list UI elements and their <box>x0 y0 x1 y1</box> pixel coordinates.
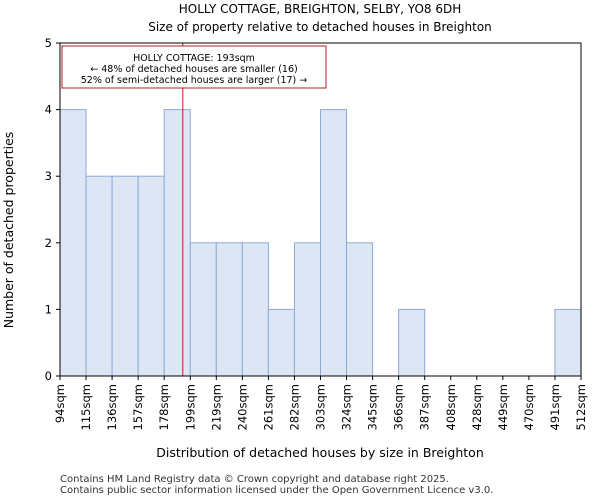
y-tick-label: 1 <box>45 302 52 316</box>
bar-282sqm <box>293 242 322 377</box>
x-axis-label: Distribution of detached houses by size … <box>156 445 484 460</box>
x-tick-label-178sqm: 178sqm <box>157 384 171 430</box>
bar-324sqm <box>346 242 374 377</box>
x-tick-label-408sqm: 408sqm <box>444 384 458 430</box>
chart-title: HOLLY COTTAGE, BREIGHTON, SELBY, YO8 6DH <box>179 2 462 16</box>
y-tick-label: 2 <box>45 236 52 250</box>
y-axis: 0 1 2 3 4 5 <box>45 36 60 383</box>
x-tick-label-512sqm: 512sqm <box>574 384 588 430</box>
x-tick-label-115sqm: 115sqm <box>79 384 93 430</box>
y-tick-label: 0 <box>45 369 52 383</box>
bar-157sqm <box>137 175 165 377</box>
x-tick-label-261sqm: 261sqm <box>261 384 275 430</box>
plot-frame <box>59 42 582 377</box>
footer: Contains HM Land Registry data © Crown c… <box>60 474 493 496</box>
x-tick-label-345sqm: 345sqm <box>366 384 380 430</box>
y-tick-label: 4 <box>45 103 52 117</box>
x-tick-label-366sqm: 366sqm <box>392 384 406 430</box>
y-tick-label: 3 <box>45 169 52 183</box>
x-tick-label-240sqm: 240sqm <box>235 384 249 430</box>
bar-366sqm <box>398 308 426 377</box>
annotation-line-2: ← 48% of detached houses are smaller (16… <box>90 64 297 75</box>
x-tick-label-282sqm: 282sqm <box>287 384 301 430</box>
x-tick-label-94sqm: 94sqm <box>53 384 67 423</box>
y-tick-label: 5 <box>45 36 52 50</box>
annotation-line-1: HOLLY COTTAGE: 193sqm <box>133 53 255 64</box>
chart-subtitle: Size of property relative to detached ho… <box>148 20 492 34</box>
bars-group <box>59 109 582 377</box>
x-tick-label-219sqm: 219sqm <box>209 384 223 430</box>
x-tick-label-157sqm: 157sqm <box>131 384 145 430</box>
bar-178sqm <box>163 109 191 377</box>
bar-136sqm <box>111 175 139 377</box>
x-tick-label-491sqm: 491sqm <box>548 384 562 430</box>
bar-219sqm <box>215 242 243 377</box>
footer-line-1: Contains HM Land Registry data © Crown c… <box>60 474 449 485</box>
x-tick-label-470sqm: 470sqm <box>522 384 536 430</box>
x-tick-label-324sqm: 324sqm <box>340 384 354 430</box>
x-tick-label-303sqm: 303sqm <box>314 384 328 430</box>
x-tick-label-136sqm: 136sqm <box>105 384 119 430</box>
footer-line-2: Contains public sector information licen… <box>60 485 494 496</box>
x-tick-label-449sqm: 449sqm <box>496 384 510 430</box>
bar-199sqm <box>189 242 217 377</box>
x-tick-label-387sqm: 387sqm <box>418 384 432 430</box>
annotation-line-3: 52% of semi-detached houses are larger (… <box>81 75 308 86</box>
annotation-box: HOLLY COTTAGE: 193sqm ← 48% of detached … <box>61 45 327 89</box>
bar-240sqm <box>241 242 269 377</box>
annotation-border <box>61 45 327 89</box>
x-axis: 94sqm 115sqm 136sqm 157sqm 178sqm 199sqm 219sq… <box>53 376 588 430</box>
bar-94sqm <box>59 109 87 377</box>
x-tick-label-199sqm: 199sqm <box>183 384 197 430</box>
bar-303sqm <box>320 109 348 377</box>
x-tick-label-428sqm: 428sqm <box>470 384 484 430</box>
bar-261sqm <box>267 308 295 377</box>
bar-115sqm <box>85 175 113 377</box>
bar-491sqm <box>554 308 582 377</box>
y-axis-label: Number of detached properties <box>1 132 16 329</box>
